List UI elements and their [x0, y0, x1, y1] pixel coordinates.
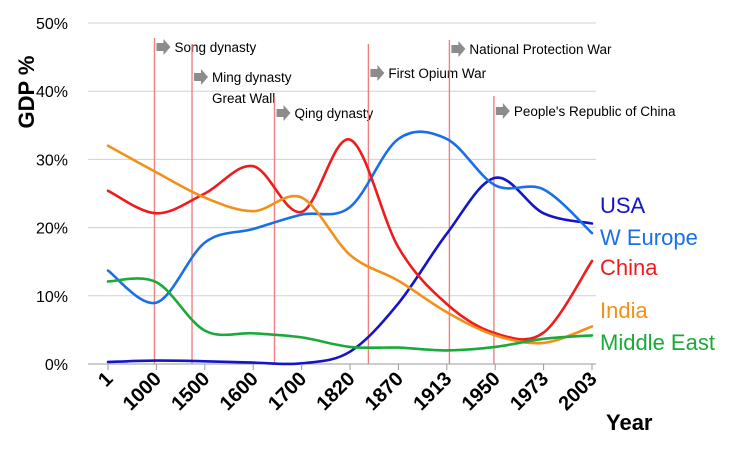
x-tick-label: 1973: [506, 368, 553, 415]
event-marker: Song dynasty: [153, 38, 257, 364]
event-label: Qing dynasty: [294, 106, 373, 121]
event-marker: First Opium War: [367, 44, 487, 364]
legend: USA W Europe China India Middle East: [600, 193, 715, 355]
x-tick-label: 1500: [167, 368, 214, 415]
event-markers: Song dynasty Ming dynasty Great Wall Qing d…: [153, 38, 676, 364]
event-label: Song dynasty: [174, 40, 256, 55]
x-tick-labels: 1 1000 1500 1600 1700 1820 1870 1913 1950 1973 200…: [94, 364, 602, 415]
legend-entry: USA: [600, 193, 646, 218]
x-tick-label: 1820: [313, 368, 360, 415]
event-marker: Qing dynasty: [273, 97, 374, 364]
series-line-china: [106, 138, 594, 341]
y-tick-label: 30%: [36, 152, 68, 169]
event-label: People's Republic of China: [514, 104, 676, 119]
x-tick-label: 1600: [216, 368, 263, 415]
arrow-icon: [194, 69, 209, 85]
x-tick-label: 1913: [409, 368, 456, 415]
event-marker: National Protection War: [448, 40, 612, 364]
x-tick-label: 1870: [361, 368, 408, 415]
y-axis-label: GDP %: [14, 56, 39, 129]
event-marker: People's Republic of China: [493, 96, 676, 364]
x-tick-label: 1000: [119, 368, 166, 415]
arrow-icon: [370, 65, 385, 81]
y-tick-label: 20%: [36, 221, 68, 238]
y-tick-label: 10%: [36, 289, 68, 306]
event-label: First Opium War: [388, 66, 486, 81]
legend-entry: W Europe: [600, 225, 698, 250]
legend-entry: China: [600, 255, 658, 280]
series-lines: [106, 130, 594, 366]
x-tick-label: 2003: [555, 368, 602, 415]
y-tick-label: 50%: [36, 16, 68, 33]
y-tick-label: 40%: [36, 84, 68, 101]
y-tick-labels: 0% 10% 20% 30% 40% 50%: [36, 16, 68, 374]
event-label: National Protection War: [469, 42, 612, 57]
x-tick-label: 1700: [264, 368, 311, 415]
event-marker: Ming dynasty Great Wall: [191, 44, 292, 364]
series-line-usa: [106, 176, 594, 366]
legend-entry: Middle East: [600, 330, 715, 355]
arrow-icon: [156, 39, 171, 55]
arrow-icon: [276, 105, 291, 121]
y-tick-label: 0%: [45, 357, 68, 374]
event-label: Great Wall: [212, 91, 275, 106]
x-axis-label: Year: [606, 410, 653, 435]
x-tick-label: 1: [94, 368, 117, 391]
series-line-india: [106, 144, 594, 345]
x-tick-label: 1950: [458, 368, 505, 415]
series-line-middle-east: [106, 277, 594, 352]
event-label: Ming dynasty: [212, 70, 292, 85]
arrow-icon: [451, 41, 466, 57]
legend-entry: India: [600, 298, 648, 323]
series-line-w-europe: [106, 130, 594, 305]
arrow-icon: [495, 103, 510, 119]
